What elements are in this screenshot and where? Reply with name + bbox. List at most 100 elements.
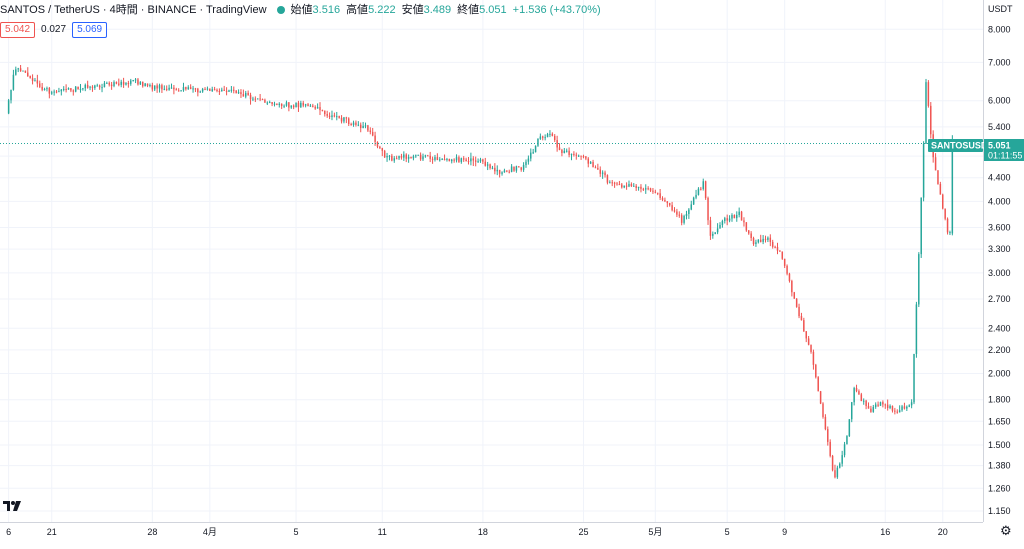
legend-header: SANTOS / TetherUS · 4時間 · BINANCE · Trad… [0, 2, 601, 18]
candle [563, 147, 566, 154]
candle [218, 88, 221, 95]
candle [225, 87, 228, 96]
y-tick-label: 2.700 [988, 294, 1011, 304]
candle [757, 239, 760, 244]
candle [249, 92, 252, 105]
candle [709, 216, 712, 240]
candle [539, 133, 542, 140]
candle [441, 158, 443, 161]
candle [302, 100, 304, 108]
candle [573, 151, 575, 157]
candle [70, 88, 72, 93]
candle [292, 104, 295, 110]
candles-layer [7, 65, 954, 479]
candle [908, 404, 910, 408]
candle [623, 185, 625, 189]
candle [827, 426, 829, 446]
candle [479, 157, 482, 163]
candle [582, 154, 585, 159]
candle [561, 148, 563, 157]
candle [242, 89, 245, 97]
candle [60, 88, 63, 96]
candle [613, 181, 616, 188]
candle [185, 86, 187, 91]
candle [649, 187, 652, 192]
y-tick-label: 1.650 [988, 416, 1011, 426]
candle [937, 170, 939, 185]
candle [340, 115, 343, 124]
candle [647, 186, 649, 191]
candle [211, 86, 213, 92]
candle [944, 208, 946, 221]
candle [544, 134, 546, 141]
tradingview-logo-icon[interactable] [2, 498, 22, 512]
candle [41, 82, 43, 92]
candle [769, 234, 772, 247]
candle [436, 153, 439, 161]
candle [525, 159, 527, 168]
candle [645, 184, 647, 194]
candle [807, 335, 810, 346]
candle [611, 179, 613, 187]
candle [700, 186, 702, 191]
candle [398, 155, 400, 160]
candle [884, 403, 887, 409]
candle [762, 235, 764, 245]
x-tick-label: 18 [478, 527, 488, 537]
candle [386, 152, 388, 162]
candle [712, 231, 714, 239]
candle [422, 153, 424, 161]
candle [199, 90, 201, 93]
candle [489, 163, 491, 170]
candle [393, 156, 396, 163]
candle [142, 81, 144, 88]
candle [577, 154, 580, 157]
gear-icon[interactable]: ⚙ [1000, 523, 1012, 538]
symbol-title[interactable]: SANTOS / TetherUS · 4時間 · BINANCE · Trad… [0, 4, 267, 16]
candle [779, 250, 781, 252]
candle [920, 197, 922, 258]
candle [118, 78, 120, 87]
x-tick-label: 21 [47, 527, 57, 537]
candle [24, 70, 27, 74]
candle [786, 264, 788, 276]
candle [848, 419, 851, 437]
candle [795, 298, 798, 308]
candle [50, 90, 53, 95]
candle [209, 88, 211, 92]
candle [352, 120, 355, 127]
candle [726, 214, 728, 226]
candle [271, 102, 273, 107]
candle [549, 130, 551, 138]
candle [510, 164, 513, 173]
high-label: 高値 [346, 4, 369, 16]
axis-currency-label[interactable]: USDT [988, 4, 1013, 14]
candle [728, 215, 731, 223]
candle [616, 181, 618, 186]
buy-price-button[interactable]: 5.069 [72, 22, 108, 38]
candle [458, 155, 460, 163]
candle [65, 84, 67, 93]
candle [642, 187, 645, 192]
candle [918, 252, 920, 308]
candle [486, 161, 489, 171]
candle [465, 157, 467, 162]
candle [530, 148, 532, 162]
candle [240, 89, 242, 98]
candle [599, 166, 601, 177]
sell-price-button[interactable]: 5.042 [0, 22, 36, 38]
candle [815, 363, 817, 379]
x-tick-label: 28 [147, 527, 157, 537]
candle [922, 141, 925, 202]
candle [180, 89, 182, 92]
candle [846, 435, 848, 445]
candle [597, 163, 599, 170]
candle [601, 170, 604, 179]
candle [882, 400, 884, 408]
candle [410, 156, 412, 159]
candle [685, 210, 688, 220]
close-value: 5.051 [479, 4, 507, 16]
candle [862, 398, 865, 405]
